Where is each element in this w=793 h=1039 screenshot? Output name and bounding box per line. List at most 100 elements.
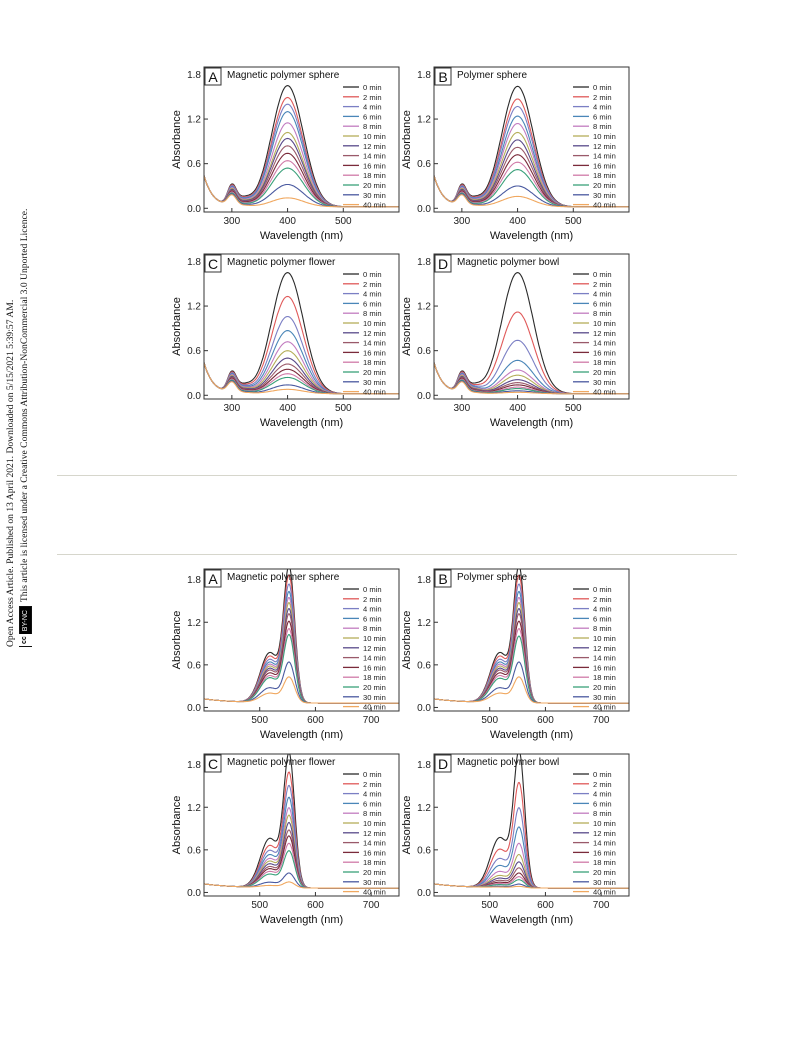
plot-area — [434, 569, 629, 704]
panel-letter-box — [434, 569, 452, 588]
section-divider-bottom — [57, 554, 737, 555]
y-tick-label: 0.6 — [187, 845, 201, 856]
series-line-40-min — [434, 883, 629, 889]
y-tick-label: 0.0 — [417, 204, 431, 215]
plot-area — [204, 569, 399, 704]
chart-title: Magnetic polymer flower — [227, 257, 336, 268]
legend-entry: 30 min — [363, 191, 386, 200]
legend-entry: 20 min — [593, 181, 616, 190]
legend-entry: 2 min — [593, 780, 612, 789]
legend-entry: 2 min — [363, 93, 382, 102]
license-sidebar: Open Access Article. Published on 13 Apr… — [2, 115, 36, 655]
y-tick-label: 1.8 — [187, 760, 201, 771]
cc-license-badge[interactable]: cc BY-NC — [18, 606, 32, 647]
series-line-40-min — [434, 362, 629, 395]
chart-top-A: 300 400 500 0.0 0.6 1.2 1.8 Wavelength (nm) Abso… — [171, 66, 400, 242]
legend-entry: 8 min — [363, 809, 382, 818]
legend-entry: 30 min — [593, 878, 616, 887]
x-axis-label: Wavelength (nm) — [490, 417, 573, 429]
legend-entry: 14 min — [363, 152, 386, 161]
chart-top-B: 300 400 500 0.0 0.6 1.2 1.8 Wavelength (nm) Abso… — [401, 66, 630, 242]
series-line-40-min — [204, 881, 399, 889]
x-tick-label: 600 — [537, 715, 554, 726]
legend-entry: 16 min — [363, 663, 386, 672]
legend-entry: 4 min — [363, 290, 382, 299]
y-tick-label: 1.8 — [187, 70, 201, 81]
y-tick-label: 1.2 — [417, 618, 431, 629]
plot-frame — [433, 753, 630, 897]
y-tick-label: 1.8 — [417, 257, 431, 268]
x-axis-label: Wavelength (nm) — [260, 230, 343, 242]
x-tick-label: 300 — [454, 403, 471, 414]
x-tick-label: 500 — [565, 403, 582, 414]
legend-entry: 10 min — [363, 634, 386, 643]
y-tick-label: 1.8 — [187, 575, 201, 586]
legend-entry: 40 min — [363, 388, 386, 397]
legend-entry: 2 min — [593, 93, 612, 102]
panel-letter-box — [204, 254, 222, 273]
legend-entry: 0 min — [593, 83, 612, 92]
y-tick-label: 0.0 — [417, 703, 431, 714]
legend-entry: 14 min — [593, 654, 616, 663]
plot-frame — [203, 568, 400, 712]
x-axis-label: Wavelength (nm) — [490, 729, 573, 741]
x-axis-label: Wavelength (nm) — [490, 914, 573, 926]
legend-entry: 8 min — [593, 122, 612, 131]
legend-entry: 2 min — [593, 595, 612, 604]
legend-entry: 18 min — [593, 673, 616, 682]
legend-entry: 30 min — [363, 878, 386, 887]
chart-title: Magnetic polymer sphere — [227, 572, 340, 583]
legend-entry: 8 min — [593, 309, 612, 318]
legend-entry: 40 min — [363, 201, 386, 210]
x-tick-label: 500 — [565, 216, 582, 227]
legend-entry: 14 min — [363, 839, 386, 848]
y-tick-label: 1.2 — [187, 618, 201, 629]
y-axis-label: Absorbance — [401, 796, 413, 855]
legend-entry: 10 min — [593, 819, 616, 828]
legend-entry: 6 min — [363, 112, 382, 121]
open-access-notice: Open Access Article. Published on 13 Apr… — [5, 299, 16, 647]
legend-entry: 16 min — [363, 161, 386, 170]
legend-entry: 16 min — [593, 161, 616, 170]
legend-entry: 14 min — [363, 339, 386, 348]
panel-letter: B — [438, 69, 447, 85]
legend-entry: 20 min — [593, 683, 616, 692]
y-tick-label: 1.2 — [187, 302, 201, 313]
panel-letter: A — [208, 571, 218, 587]
y-tick-label: 0.6 — [417, 660, 431, 671]
legend-entry: 4 min — [593, 605, 612, 614]
y-tick-label: 1.8 — [417, 575, 431, 586]
legend-entry: 4 min — [363, 790, 382, 799]
legend-entry: 8 min — [363, 624, 382, 633]
panel-letter: B — [438, 571, 447, 587]
legend-entry: 40 min — [593, 201, 616, 210]
y-tick-label: 1.2 — [417, 803, 431, 814]
x-tick-label: 500 — [481, 900, 498, 911]
legend-entry: 10 min — [593, 319, 616, 328]
plot-frame — [203, 66, 400, 213]
chart-top-D: 300 400 500 0.0 0.6 1.2 1.8 Wavelength (nm) Abso… — [401, 253, 630, 429]
legend-entry: 16 min — [593, 348, 616, 357]
plot-frame — [433, 66, 630, 213]
plot-frame — [433, 568, 630, 712]
legend-entry: 20 min — [593, 368, 616, 377]
legend-entry: 2 min — [363, 280, 382, 289]
chart-top-C: 300 400 500 0.0 0.6 1.2 1.8 Wavelength (nm) Abso… — [171, 253, 400, 429]
legend-entry: 12 min — [593, 329, 616, 338]
license-text[interactable]: This article is licensed under a Creativ… — [19, 208, 30, 603]
legend-entry: 10 min — [363, 132, 386, 141]
chart-title: Polymer sphere — [457, 70, 527, 81]
legend-entry: 0 min — [363, 585, 382, 594]
legend-entry: 6 min — [593, 799, 612, 808]
legend-entry: 40 min — [593, 888, 616, 897]
legend-entry: 20 min — [363, 868, 386, 877]
legend-entry: 18 min — [593, 858, 616, 867]
legend-entry: 6 min — [363, 299, 382, 308]
y-tick-label: 0.6 — [187, 660, 201, 671]
x-axis-label: Wavelength (nm) — [260, 417, 343, 429]
x-tick-label: 300 — [224, 216, 241, 227]
legend-entry: 4 min — [363, 605, 382, 614]
x-tick-label: 300 — [224, 403, 241, 414]
y-axis-label: Absorbance — [171, 796, 183, 855]
